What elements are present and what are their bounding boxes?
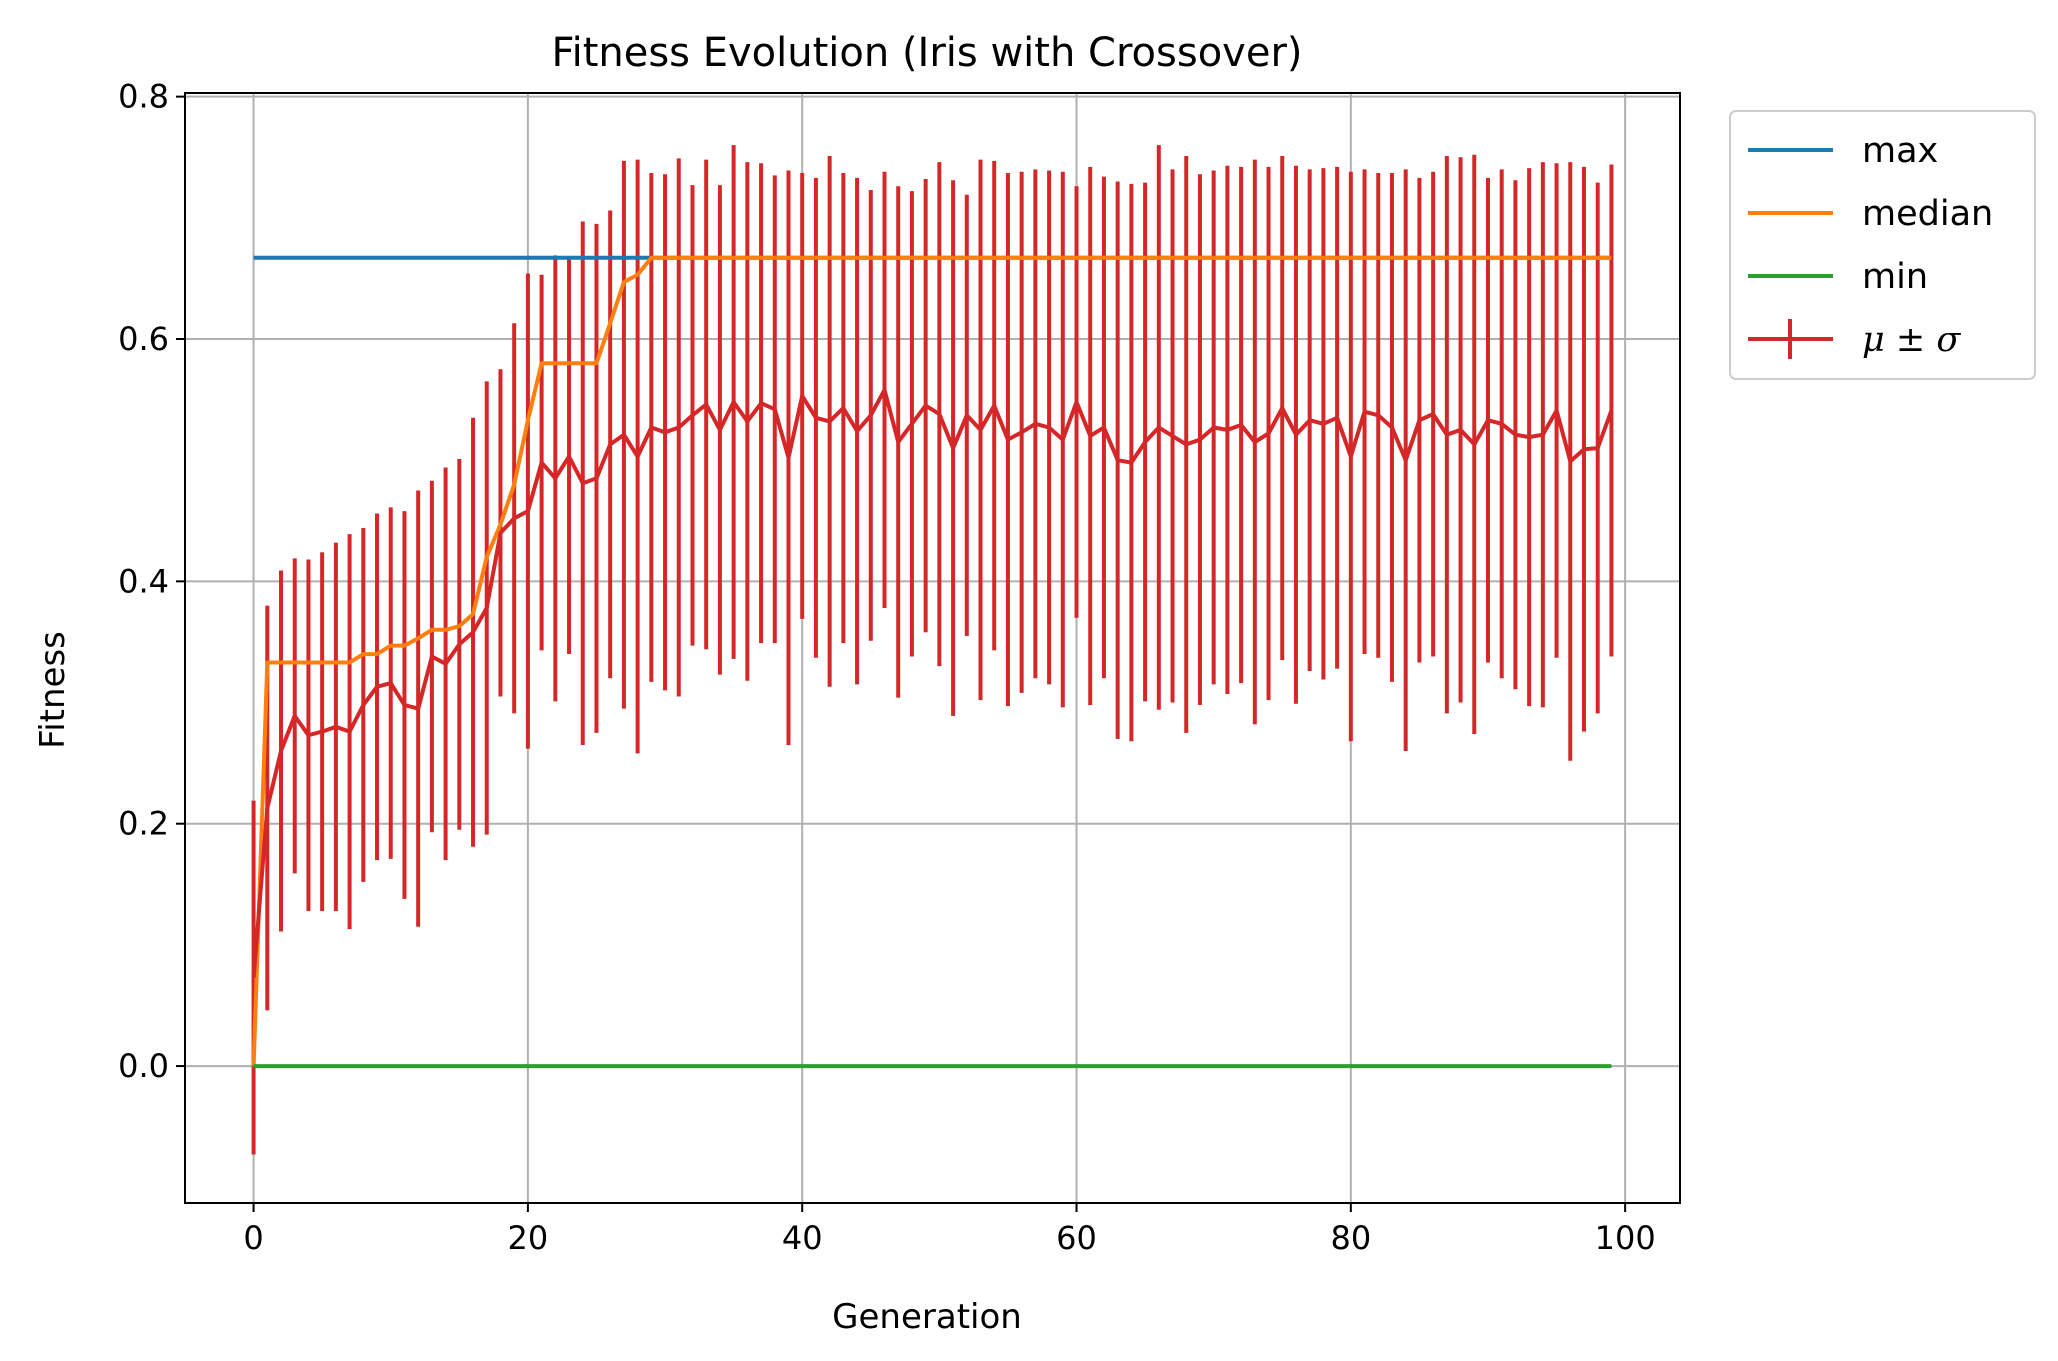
y-tick-label: 0.4 — [118, 562, 169, 600]
y-tick-label: 0.8 — [118, 78, 169, 116]
legend-box — [1729, 110, 2036, 380]
y-tick-label: 0.0 — [118, 1047, 169, 1085]
x-tick-label: 80 — [1330, 1219, 1371, 1257]
y-tick-label: 0.2 — [118, 805, 169, 843]
plot-series — [251, 145, 1614, 1155]
legend: max median min μ ± σ — [1729, 110, 2036, 380]
legend-label-mean: μ ± σ — [1862, 320, 1961, 360]
x-tick-label: 20 — [508, 1219, 549, 1257]
x-tick-label: 40 — [782, 1219, 823, 1257]
legend-label-max: max — [1862, 131, 1938, 171]
axis-ticks: 0 20 40 60 80 100 0.0 0.2 0.4 0.6 0.8 — [118, 78, 1656, 1257]
mean-series-line — [251, 387, 1614, 978]
x-tick-label: 100 — [1595, 1219, 1656, 1257]
legend-label-median: median — [1862, 194, 1993, 234]
median-series-line — [251, 255, 1612, 1067]
y-axis-label: Fitness — [33, 631, 73, 749]
y-tick-label: 0.6 — [118, 320, 169, 358]
x-tick-label: 60 — [1056, 1219, 1097, 1257]
plot-frame — [184, 92, 1681, 1204]
x-axis-label: Generation — [832, 1297, 1022, 1337]
x-tick-label: 0 — [243, 1219, 263, 1257]
legend-label-min: min — [1862, 257, 1928, 297]
chart-title: Fitness Evolution (Iris with Crossover) — [551, 30, 1302, 76]
